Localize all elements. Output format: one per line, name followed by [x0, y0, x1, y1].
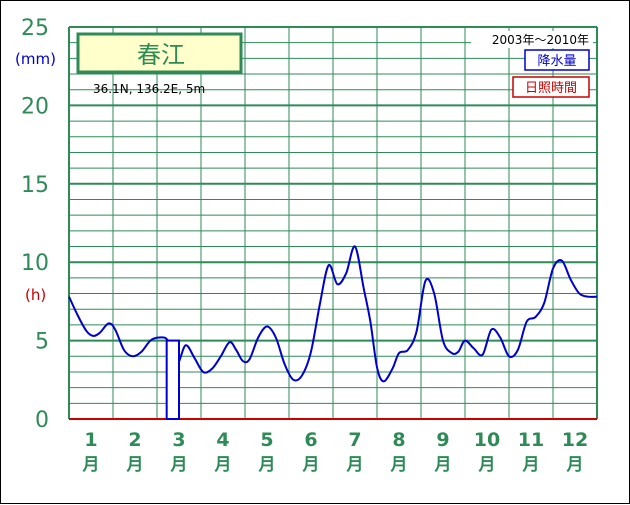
y-tick-label: 0 [35, 408, 49, 433]
month-number-label: 8 [392, 429, 405, 451]
y-tick-label: 25 [21, 16, 49, 41]
month-number-label: 12 [562, 429, 588, 451]
grid-lines [68, 26, 598, 420]
y-axis-ticks: 0 5 10 15 20 25 [21, 16, 49, 433]
period-label-bg [471, 31, 593, 48]
month-char-label: 月 [82, 455, 100, 475]
month-char-label: 月 [434, 455, 452, 475]
month-char-label: 月 [302, 455, 320, 475]
legend-precip-label: 降水量 [537, 54, 576, 69]
month-char-label: 月 [170, 455, 188, 475]
legend-sunshine-box [512, 76, 590, 98]
y-tick-label: 5 [35, 330, 49, 355]
legend-sunshine-label: 日照時間 [525, 81, 577, 96]
month-number-label: 6 [304, 429, 317, 451]
month-number-label: 4 [216, 429, 229, 451]
y-unit-precip: (mm) [15, 50, 56, 68]
month-number-label: 1 [84, 429, 97, 451]
station-title-box: 春江 [76, 32, 243, 74]
station-location: 36.1N, 136.2E, 5m [93, 82, 205, 96]
y-tick-label: 15 [21, 173, 49, 198]
month-char-label: 月 [346, 455, 364, 475]
month-char-label: 月 [214, 455, 232, 475]
month-number-label: 7 [348, 429, 361, 451]
y-tick-label: 20 [21, 94, 49, 119]
sunshine-series [165, 339, 180, 421]
period-label: 2003年～2010年 [492, 33, 589, 47]
station-title-frame [76, 32, 243, 74]
month-number-label: 11 [518, 429, 544, 451]
month-char-label: 月 [126, 455, 144, 475]
legend-precip-box [524, 49, 590, 71]
month-number-label: 5 [260, 429, 273, 451]
y-tick-label: 10 [21, 251, 49, 276]
legend-sunshine: 日照時間 [512, 76, 590, 98]
month-char-label: 月 [258, 455, 276, 475]
station-name: 春江 [137, 41, 185, 69]
month-char-label: 月 [390, 455, 408, 475]
sunshine-bar-3 [165, 339, 180, 421]
y-unit-sunshine: (h) [25, 286, 46, 304]
month-number-label: 2 [128, 429, 141, 451]
month-number-label: 9 [436, 429, 449, 451]
month-number-label: 10 [474, 429, 500, 451]
month-char-label: 月 [522, 455, 540, 475]
month-number-label: 3 [172, 429, 185, 451]
month-char-label: 月 [478, 455, 496, 475]
precip-line [68, 245, 598, 383]
month-char-label: 月 [566, 455, 584, 475]
precipitation-series [68, 245, 598, 383]
legend-precip: 降水量 [524, 49, 590, 71]
x-axis-months: 1 月 2 月 3 月 4 月 5 月 6 月 7 月 8 月 9 月 10 月 11 月 12 月 [82, 429, 589, 475]
